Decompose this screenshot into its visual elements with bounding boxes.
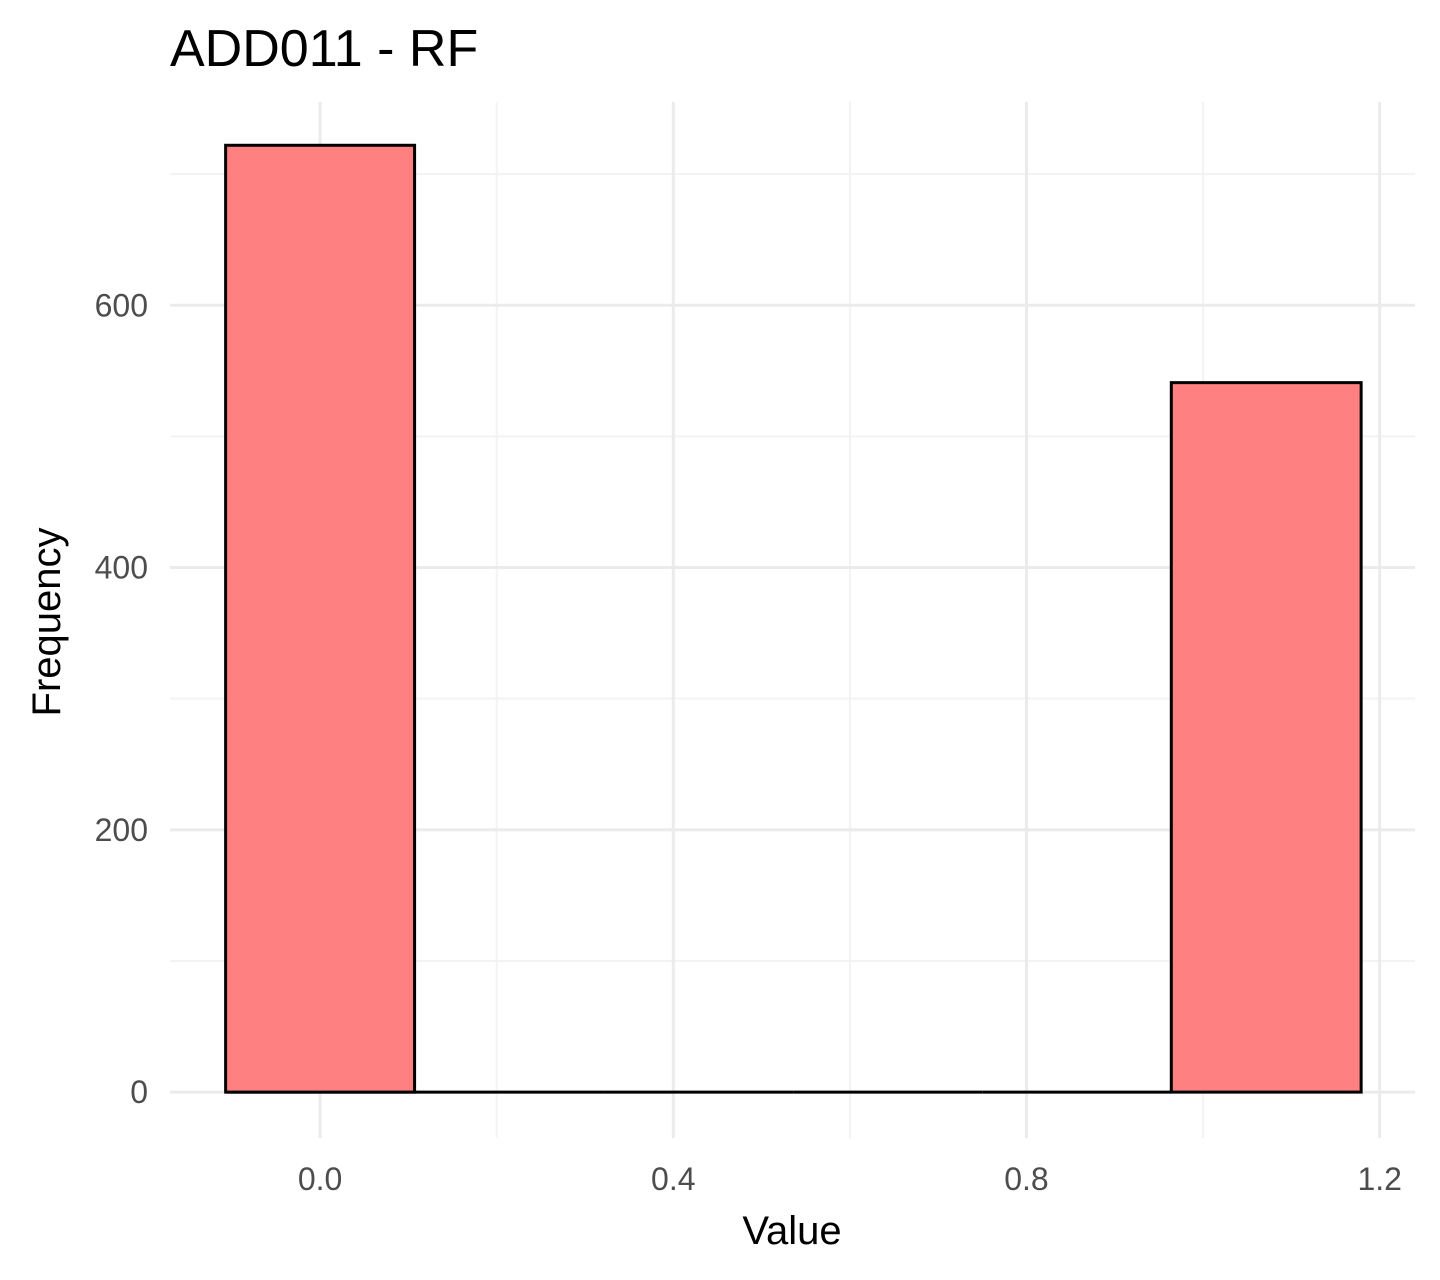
- x-tick-label: 0.4: [651, 1161, 695, 1197]
- y-tick-label: 200: [95, 812, 148, 848]
- x-tick-label: 0.0: [298, 1161, 342, 1197]
- y-axis-title: Frequency: [25, 528, 69, 717]
- y-tick-label: 600: [95, 287, 148, 323]
- x-tick-label: 1.2: [1357, 1161, 1401, 1197]
- y-tick-label: 400: [95, 550, 148, 586]
- y-tick-label: 0: [130, 1074, 148, 1110]
- x-axis-ticks: 0.0 0.4 0.8 1.2: [298, 1161, 1402, 1197]
- bars: [224, 143, 1363, 1094]
- x-tick-label: 0.8: [1004, 1161, 1048, 1197]
- y-axis-ticks: 0 200 400 600: [95, 287, 148, 1110]
- x-axis-title: Value: [742, 1209, 841, 1253]
- histogram-bar: [224, 143, 417, 1094]
- histogram-bar: [1169, 381, 1363, 1094]
- chart-title: ADD011 - RF: [170, 20, 478, 78]
